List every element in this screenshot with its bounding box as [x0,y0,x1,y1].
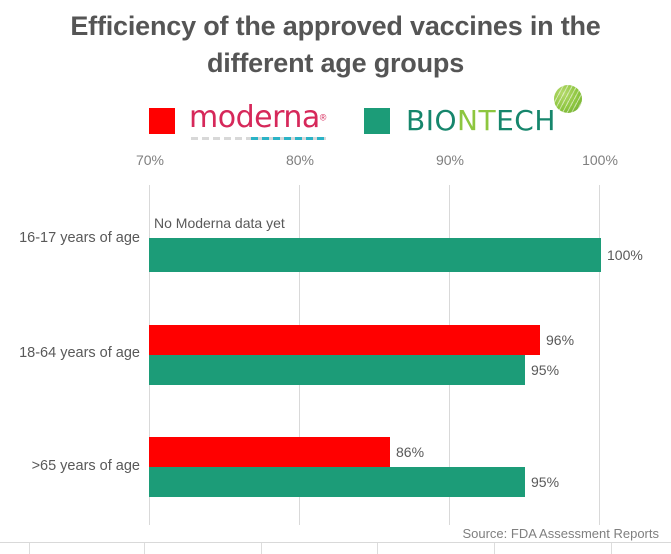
legend-item-moderna[interactable]: moderna® [149,99,327,142]
bar-moderna-18-64[interactable] [149,325,540,355]
page-title-line-1: Efficiency of the approved vaccines in t… [70,11,601,41]
footer-tick-6 [611,543,612,554]
source-note: Source: FDA Assessment Reports [462,526,659,541]
bar-biontech-16-17[interactable] [149,238,601,272]
xtick-label-70: 70% [135,152,165,168]
footer-tick-1 [29,543,30,554]
moderna-logo: moderna® [189,99,327,140]
page-title: Efficiency of the approved vaccines in t… [28,8,643,82]
bar-value-biontech-18-64: 95% [531,362,560,378]
moderna-underline-accent-icon [250,136,327,140]
category-label-18-64: 18-64 years of age [19,345,140,361]
gridline-100 [599,185,600,525]
xtick-label-100: 100% [582,152,618,168]
bar-biontech-18-64[interactable] [149,355,525,385]
xtick-label-90: 90% [435,152,465,168]
moderna-wordmark: moderna [189,99,320,135]
legend-swatch-moderna-icon [149,108,175,134]
footer-tick-3 [261,543,262,554]
biontech-logo: BIONTECH [406,85,582,137]
biontech-wordmark-nt: NT [457,104,497,137]
footer-tick-4 [377,543,378,554]
footer-tick-2 [144,543,145,554]
bar-value-moderna-18-64: 96% [546,332,575,348]
biontech-sphere-icon [553,85,582,113]
bar-value-moderna-over-65: 86% [396,444,425,460]
category-label-16-17: 16-17 years of age [19,230,140,246]
chart-legend: moderna® BIONTECH [149,85,649,146]
bar-value-biontech-16-17: 100% [607,247,643,263]
biontech-wordmark-ech: ECH [496,104,556,137]
plot-area: No Moderna data yet 100% 96% 95% 86% 95% [149,185,645,525]
legend-swatch-biontech-icon [364,108,390,134]
legend-item-biontech[interactable]: BIONTECH [364,85,582,142]
xtick-label-80: 80% [285,152,315,168]
biontech-wordmark-bio: BIO [406,104,458,137]
bar-moderna-over-65[interactable] [149,437,390,467]
annotation-no-moderna-data: No Moderna data yet [154,215,285,231]
page-title-line-2: different age groups [206,48,465,78]
bar-biontech-over-65[interactable] [149,467,525,497]
category-label-over-65: >65 years of age [31,458,140,474]
footer-divider [0,542,671,543]
bar-value-biontech-over-65: 95% [531,474,560,490]
moderna-trademark-icon: ® [319,112,327,123]
footer-tick-5 [494,543,495,554]
